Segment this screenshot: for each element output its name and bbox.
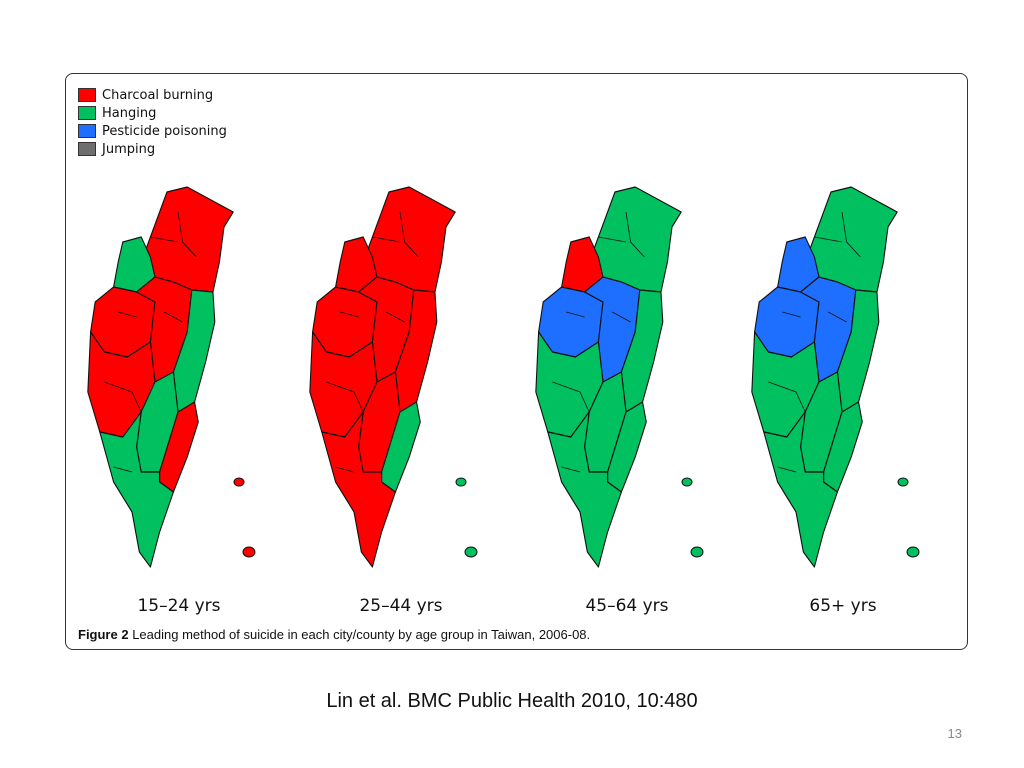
county-border <box>566 311 585 318</box>
legend-item-charcoal: Charcoal burning <box>78 86 227 104</box>
caption-text: Leading method of suicide in each city/c… <box>128 627 591 642</box>
legend-label: Pesticide poisoning <box>102 123 227 139</box>
legend-item-jumping: Jumping <box>78 140 227 158</box>
island <box>455 477 467 487</box>
legend-swatch <box>78 106 96 120</box>
county-border <box>118 311 137 318</box>
legend-label: Hanging <box>102 105 157 121</box>
county-border <box>598 236 627 243</box>
island <box>897 477 909 487</box>
caption-prefix: Figure 2 <box>78 627 129 642</box>
county-border <box>625 211 645 258</box>
page-number: 13 <box>947 726 962 741</box>
county-border <box>777 466 797 473</box>
map-regions <box>309 186 456 568</box>
county-border <box>177 211 197 258</box>
county-border <box>768 381 806 413</box>
county-border <box>561 466 581 473</box>
county-border <box>372 236 401 243</box>
figure-caption: Figure 2 Leading method of suicide in ea… <box>78 627 590 642</box>
county-border <box>340 311 359 318</box>
map-label: 65+ yrs <box>809 596 877 616</box>
taiwan-map-15-24 <box>74 182 284 582</box>
map-label: 45–64 yrs <box>585 596 669 616</box>
taiwan-map-25-44 <box>296 182 506 582</box>
map-regions <box>535 186 682 568</box>
map-regions <box>751 186 898 568</box>
region-south <box>99 411 174 568</box>
legend-swatch <box>78 88 96 102</box>
county-border <box>150 236 179 243</box>
island <box>690 546 704 558</box>
county-border <box>326 381 364 413</box>
map-label: 15–24 yrs <box>137 596 221 616</box>
map-regions <box>87 186 234 568</box>
island <box>233 477 245 487</box>
legend-label: Jumping <box>102 141 156 157</box>
taiwan-map-45-64 <box>522 182 732 582</box>
region-south <box>547 411 622 568</box>
legend: Charcoal burning Hanging Pesticide poiso… <box>78 86 227 158</box>
region-south <box>321 411 396 568</box>
island <box>464 546 478 558</box>
county-border <box>612 311 631 323</box>
county-border <box>164 311 183 323</box>
county-border <box>841 211 861 258</box>
county-border <box>113 466 133 473</box>
county-border <box>814 236 843 243</box>
island <box>242 546 256 558</box>
region-south <box>763 411 838 568</box>
county-border <box>782 311 801 318</box>
legend-item-pesticide: Pesticide poisoning <box>78 122 227 140</box>
county-border <box>552 381 590 413</box>
figure-frame: Charcoal burning Hanging Pesticide poiso… <box>65 73 968 650</box>
map-label: 25–44 yrs <box>359 596 443 616</box>
taiwan-map-65-plus <box>738 182 948 582</box>
legend-item-hanging: Hanging <box>78 104 227 122</box>
legend-swatch <box>78 142 96 156</box>
citation: Lin et al. BMC Public Health 2010, 10:48… <box>326 690 698 712</box>
county-border <box>104 381 142 413</box>
county-border <box>828 311 847 323</box>
legend-swatch <box>78 124 96 138</box>
island <box>681 477 693 487</box>
county-border <box>386 311 405 323</box>
island <box>906 546 920 558</box>
legend-label: Charcoal burning <box>102 87 214 103</box>
county-border <box>399 211 419 258</box>
county-border <box>335 466 355 473</box>
